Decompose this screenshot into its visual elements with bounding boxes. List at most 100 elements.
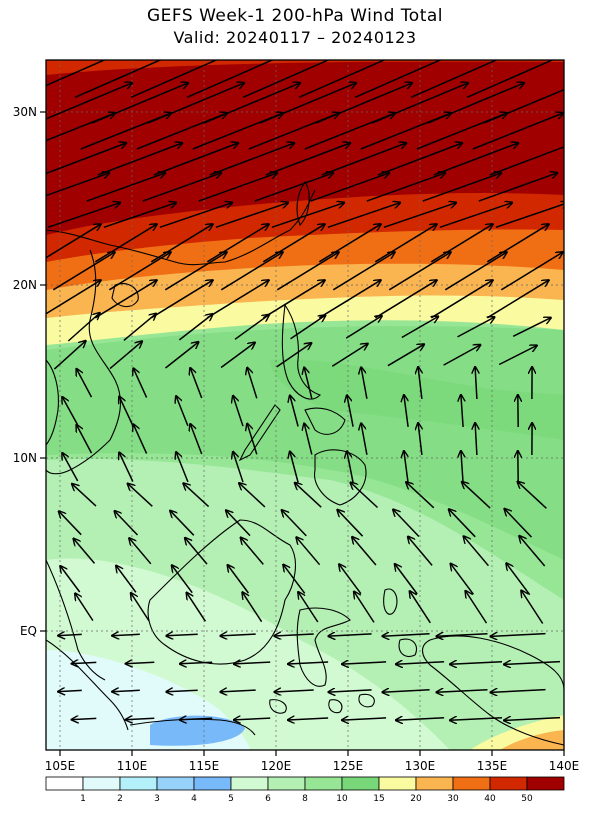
- wind-arrow: [437, 634, 488, 637]
- colorbar-label: 10: [336, 794, 348, 804]
- wind-arrow: [234, 718, 271, 720]
- wind-arrow: [80, 113, 171, 150]
- lon-label-115e: 115E: [189, 759, 220, 773]
- wind-arrow: [396, 662, 445, 664]
- wind-arrow: [444, 252, 506, 291]
- wind-arrow: [332, 252, 394, 291]
- colorbar-swatch: [526, 776, 565, 791]
- wind-arrow: [52, 252, 114, 291]
- wind-arrow: [239, 483, 266, 508]
- wind-arrow: [360, 113, 451, 150]
- wind-arrow: [464, 536, 489, 567]
- wind-arrow: [126, 662, 155, 663]
- wind-arrow: [450, 662, 503, 665]
- wind-arrow: [164, 252, 226, 291]
- colorbar-swatch: [82, 776, 121, 791]
- wind-arrow: [461, 451, 463, 484]
- wind-arrow: [187, 593, 207, 622]
- wind-arrow: [136, 113, 227, 150]
- wind-arrow: [361, 367, 368, 399]
- wind-arrow: [439, 203, 512, 229]
- wind-arrow: [475, 423, 477, 456]
- wind-arrow: [178, 314, 212, 341]
- wind-arrow: [265, 143, 350, 176]
- wind-arrow: [75, 593, 94, 622]
- wind-arrow: [518, 482, 547, 509]
- wind-arrow: [94, 224, 156, 263]
- wind-arrow: [192, 113, 283, 150]
- wind-arrow: [383, 203, 456, 229]
- wind-arrow: [486, 224, 548, 263]
- wind-arrow: [247, 424, 258, 455]
- map-subtitle: Valid: 20240117 – 20240123: [173, 28, 417, 47]
- wind-arrow: [226, 510, 251, 537]
- lat-label-30n: 30N: [13, 105, 37, 119]
- lon-label-130e: 130E: [405, 759, 436, 773]
- wind-arrow: [500, 252, 562, 291]
- wind-arrow: [354, 592, 375, 623]
- wind-arrow: [60, 566, 81, 593]
- wind-arrow: [406, 482, 435, 509]
- wind-arrow: [410, 591, 431, 624]
- tick-marks: [40, 111, 565, 756]
- lon-label-110e: 110E: [117, 759, 148, 773]
- wind-arrow: [283, 565, 306, 594]
- wind-arrow: [165, 342, 199, 369]
- wind-arrow: [498, 346, 537, 366]
- lat-label-10n: 10N: [13, 451, 37, 465]
- colorbar-swatch: [230, 776, 269, 791]
- colorbar-label: 3: [154, 794, 160, 804]
- wind-arrow: [176, 396, 189, 427]
- wind-arrow: [166, 690, 198, 692]
- wind-arrow: [361, 423, 368, 455]
- wind-arrow: [233, 396, 244, 427]
- colorbar-label: 4: [191, 794, 197, 804]
- wind-arrow: [347, 451, 354, 483]
- wind-arrow: [170, 511, 195, 536]
- wind-arrow: [247, 368, 258, 399]
- wind-arrow: [241, 538, 264, 565]
- map-frame: [45, 59, 565, 751]
- wind-arrow: [126, 718, 155, 719]
- wind-arrow: [404, 451, 409, 483]
- wind-arrow: [234, 315, 269, 340]
- wind-arrow: [220, 343, 255, 369]
- wind-arrow: [206, 280, 268, 319]
- wind-arrow: [304, 424, 313, 455]
- wind-arrow: [418, 367, 422, 399]
- wind-arrow: [46, 83, 132, 120]
- wind-arrow: [185, 538, 208, 565]
- wind-arrow: [180, 718, 213, 720]
- wind-arrow: [159, 203, 232, 229]
- wind-arrow: [282, 510, 307, 537]
- colorbar-label: 2: [117, 794, 123, 804]
- wind-arrow: [416, 113, 507, 150]
- wind-arrow: [328, 690, 372, 692]
- wind-arrow: [342, 662, 387, 664]
- wind-arrow: [290, 452, 299, 483]
- colorbar-label: 30: [447, 794, 459, 804]
- wind-arrow: [274, 690, 314, 692]
- wind-arrow: [72, 662, 97, 663]
- wind-arrow: [53, 341, 85, 370]
- wind-arrow: [133, 424, 148, 454]
- wind-arrow: [347, 395, 354, 427]
- wind-arrow: [109, 341, 142, 370]
- lon-label-140e: 140E: [549, 759, 580, 773]
- colorbar-label: 8: [302, 794, 308, 804]
- colorbar-swatch: [452, 776, 491, 791]
- wind-arrow: [142, 173, 221, 202]
- wind-arrow: [290, 396, 299, 427]
- wind-arrow: [395, 564, 418, 595]
- wind-arrow: [108, 252, 170, 291]
- wind-arrow: [254, 173, 333, 202]
- wind-arrow: [466, 591, 488, 624]
- wind-arrow: [366, 173, 445, 202]
- wind-arrow: [112, 690, 140, 691]
- wind-arrow: [67, 313, 99, 342]
- wind-arrow: [172, 565, 193, 594]
- wind-arrow: [486, 280, 548, 319]
- wind-arrow: [119, 453, 134, 482]
- wind-arrow: [206, 224, 268, 263]
- colorbar-swatch: [193, 776, 232, 791]
